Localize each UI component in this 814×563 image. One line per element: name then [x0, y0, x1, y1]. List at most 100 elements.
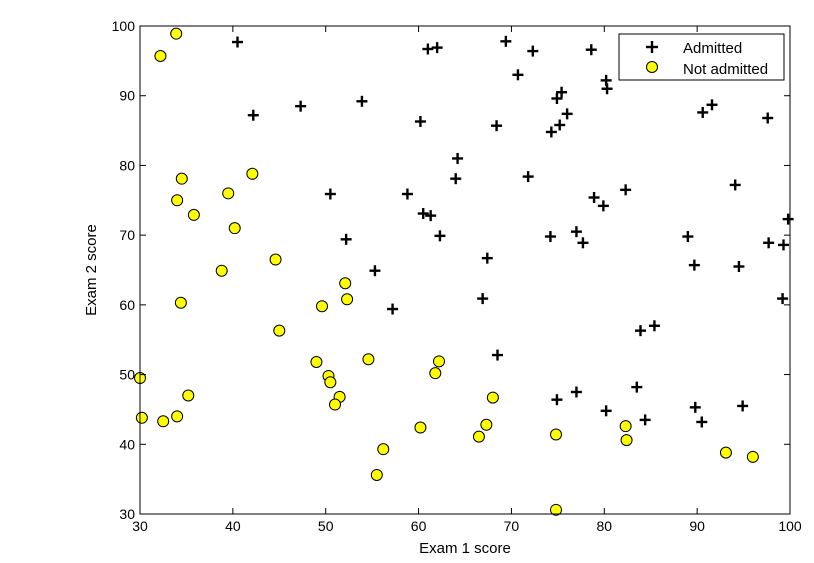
not-admitted-point: [433, 355, 445, 368]
admitted-point: [492, 349, 503, 361]
not-admitted-point: [157, 415, 170, 428]
x-axis-label: Exam 1 score: [419, 540, 511, 557]
admitted-point: [500, 35, 512, 47]
admitted-point: [782, 213, 794, 225]
not-admitted-point: [550, 503, 562, 516]
not-admitted-point: [339, 277, 352, 290]
not-admitted-point: [273, 324, 286, 337]
admitted-point: [434, 230, 446, 242]
admitted-point: [491, 120, 503, 132]
admitted-point: [696, 416, 708, 428]
y-tick-label: 50: [119, 367, 135, 383]
admitted-point: [340, 233, 352, 245]
not-admitted-point: [175, 172, 188, 185]
not-admitted-point: [370, 468, 383, 481]
admitted-point: [295, 100, 307, 112]
admitted-point: [648, 320, 660, 332]
not-admitted-point: [324, 376, 337, 389]
not-admitted-point: [746, 450, 759, 463]
not-admitted-point: [310, 356, 323, 369]
not-admitted-point: [341, 293, 354, 306]
not-admitted-point: [619, 420, 632, 433]
legend-not-admitted-marker: [646, 61, 658, 73]
admitted-point: [414, 116, 426, 128]
y-tick-label: 100: [112, 18, 136, 34]
admitted-point: [556, 86, 568, 98]
x-tick-label: 70: [504, 518, 520, 534]
admitted-point: [369, 265, 381, 277]
legend-admitted-label: Admitted: [683, 40, 742, 57]
axis-ticks: 30 40 50 60 70 80 90 100 30 40 50 60 70 80 90 100: [112, 18, 802, 534]
admitted-point: [639, 414, 651, 426]
not-admitted-point: [620, 434, 633, 447]
admitted-point: [561, 108, 573, 120]
x-tick-label: 50: [318, 518, 334, 534]
x-tick-label: 100: [778, 518, 802, 534]
not-admitted-point: [171, 194, 184, 207]
admitted-point: [635, 325, 646, 337]
admitted-point: [762, 112, 774, 124]
x-tick-label: 60: [411, 518, 427, 534]
admitted-point: [512, 69, 524, 81]
y-tick-label: 30: [119, 506, 135, 522]
not-admitted-point: [187, 208, 200, 221]
admitted-point: [417, 208, 429, 220]
y-axis-label: Exam 2 score: [83, 224, 100, 316]
admitted-point: [554, 119, 566, 131]
admitted-point: [247, 109, 259, 121]
admitted-point: [431, 42, 443, 54]
admitted-point: [729, 179, 741, 191]
not-admitted-point: [182, 389, 195, 402]
admitted-point: [544, 231, 556, 243]
admitted-point: [577, 237, 589, 249]
not-admitted-point: [362, 353, 375, 366]
x-tick-label: 40: [225, 518, 241, 534]
admitted-point: [387, 303, 399, 315]
not-admitted-point: [135, 411, 148, 424]
admitted-point: [570, 226, 582, 238]
not-admitted-point: [329, 398, 341, 411]
admitted-point: [232, 36, 243, 48]
y-tick-label: 80: [119, 157, 135, 173]
admitted-point: [570, 386, 582, 398]
admitted-point: [689, 401, 701, 413]
not-admitted-point: [480, 418, 493, 431]
admitted-point: [527, 45, 539, 57]
not-admitted-point: [171, 410, 184, 423]
data-points: [134, 27, 794, 516]
plot-area: [139, 25, 791, 515]
not-admitted-point: [222, 187, 235, 200]
not-admitted-point: [228, 222, 241, 235]
admitted-point: [631, 381, 643, 393]
y-tick-label: 90: [119, 88, 135, 104]
admitted-point: [356, 95, 368, 107]
not-admitted-point: [414, 421, 427, 434]
admitted-point: [763, 237, 775, 249]
admitted-point: [450, 173, 462, 185]
not-admitted-point: [486, 391, 499, 404]
x-tick-label: 90: [689, 518, 705, 534]
admitted-point: [688, 259, 700, 271]
admitted-point: [597, 200, 609, 212]
not-admitted-point: [174, 296, 187, 309]
admitted-point: [551, 93, 563, 105]
admitted-point: [733, 261, 745, 273]
not-admitted-point: [550, 428, 562, 441]
admitted-point: [601, 83, 613, 95]
admitted-point: [778, 239, 789, 251]
y-tick-label: 70: [119, 227, 135, 243]
admitted-point: [481, 252, 493, 264]
admitted-point: [706, 99, 718, 111]
legend-admitted-marker: [646, 41, 658, 53]
admitted-point: [545, 126, 557, 138]
not-admitted-point: [246, 167, 259, 180]
legend-not-admitted-label: Not admitted: [683, 61, 768, 78]
x-tick-label: 30: [132, 518, 148, 534]
admitted-point: [422, 43, 434, 55]
not-admitted-point: [215, 264, 228, 277]
admitted-point: [551, 394, 563, 406]
admitted-point: [401, 188, 413, 200]
not-admitted-point: [429, 367, 442, 380]
admitted-point: [522, 171, 534, 183]
